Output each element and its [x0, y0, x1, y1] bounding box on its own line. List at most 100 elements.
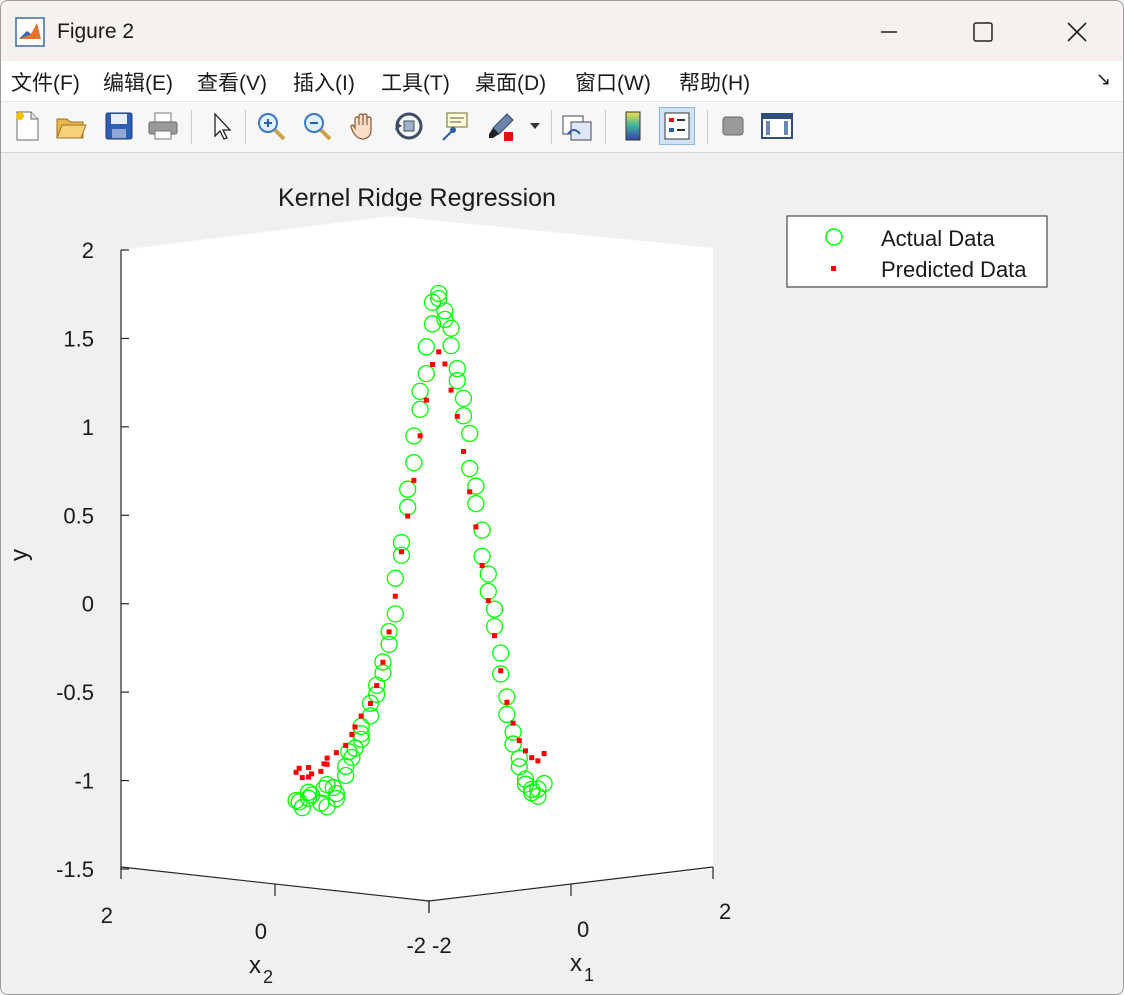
menu-insert[interactable]: 插入(I) [293, 72, 355, 95]
show-plot-tools-icon[interactable] [759, 107, 795, 145]
title-bar: Figure 2 [1, 1, 1123, 61]
zoom-out-icon[interactable] [299, 107, 335, 145]
x2-tick-label: 2 [101, 903, 113, 928]
predicted-data-point [333, 750, 339, 756]
menu-overflow-arrow-icon[interactable]: ↘ [1095, 69, 1111, 89]
predicted-data-point [436, 349, 442, 355]
menu-view[interactable]: 查看(V) [197, 72, 267, 95]
menu-window[interactable]: 窗口(W) [575, 72, 651, 95]
actual-data-point [529, 780, 547, 798]
predicted-data-point [417, 433, 423, 439]
predicted-data-point [343, 742, 349, 748]
actual-data-point [461, 424, 479, 443]
link-plot-icon[interactable] [559, 107, 595, 145]
actual-data-point [516, 775, 535, 793]
predicted-data-point [516, 738, 522, 744]
actual-data-point [346, 739, 364, 757]
actual-data-point [374, 664, 392, 682]
predicted-data-point [306, 765, 311, 771]
predicted-data-point [535, 758, 541, 764]
pan-hand-icon[interactable] [345, 107, 381, 145]
chart-title: Kernel Ridge Regression [278, 184, 556, 212]
new-figure-icon[interactable] [9, 107, 45, 145]
actual-data-point [315, 779, 333, 798]
plot-area[interactable]: 2 1.5 1 0.5 0 -0.5 -1 -1.5 2 0 -2 -2 0 2 Kernel Ridg… [1, 153, 1123, 994]
predicted-data-point [498, 668, 504, 674]
predicted-data-point [293, 769, 299, 775]
actual-data-point [386, 605, 404, 623]
legend[interactable]: Actual Data Predicted Data [786, 215, 1048, 288]
predicted-data-point [386, 629, 392, 635]
y-tick-label: 0.5 [63, 503, 94, 528]
colorbar-icon[interactable] [615, 107, 651, 145]
data-cursor-icon[interactable] [437, 107, 473, 145]
open-file-icon[interactable] [53, 107, 89, 145]
menu-file[interactable]: 文件(F) [11, 72, 80, 95]
predicted-data-point [309, 771, 315, 777]
predicted-data-point [430, 362, 435, 368]
actual-data-series [287, 284, 553, 817]
brush-icon[interactable] [485, 107, 521, 145]
menu-tools[interactable]: 工具(T) [381, 72, 450, 95]
menu-help[interactable]: 帮助(H) [679, 72, 751, 95]
predicted-data-point [442, 361, 448, 367]
actual-data-point [448, 359, 466, 378]
y-tick-label: 2 [82, 238, 94, 263]
y-tick-label: 1.5 [63, 326, 94, 351]
y-tick-label: -0.5 [56, 680, 94, 705]
legend-actual-label: Actual Data [881, 226, 995, 251]
predicted-data-point [392, 593, 398, 599]
toolbar-separator [707, 110, 708, 144]
rotate-3d-icon[interactable] [391, 107, 427, 145]
legend-box [786, 215, 1048, 288]
predicted-data-point [473, 524, 479, 530]
predicted-data-point [467, 489, 473, 495]
axes-background [121, 216, 713, 900]
figure-canvas: 2 1.5 1 0.5 0 -0.5 -1 -1.5 2 0 -2 -2 0 2 Kernel Ridg… [1, 153, 1123, 994]
matlab-logo-icon [15, 17, 45, 47]
predicted-data-point [299, 775, 305, 781]
maximize-button[interactable] [937, 9, 1029, 55]
predicted-data-point [423, 397, 429, 403]
menu-bar: 文件(F) 编辑(E) 查看(V) 插入(I) 工具(T) 桌面(D) 窗口(W… [1, 61, 1123, 102]
minimize-button[interactable] [843, 9, 935, 55]
predicted-data-point [411, 477, 417, 483]
legend-predicted-marker [831, 266, 836, 271]
actual-data-point [392, 546, 411, 564]
x1-label-base: x [570, 950, 582, 977]
x2-label-sub: 2 [263, 967, 273, 987]
actual-data-point [299, 789, 318, 807]
actual-data-point [405, 454, 423, 472]
legend-icon[interactable] [659, 107, 695, 145]
brush-dropdown-icon[interactable] [525, 107, 545, 145]
predicted-data-point [399, 549, 404, 555]
actual-data-point [504, 735, 522, 753]
menu-desktop[interactable]: 桌面(D) [475, 72, 547, 95]
zoom-in-icon[interactable] [253, 107, 289, 145]
actual-data-point [498, 688, 516, 706]
hide-plot-tools-icon[interactable] [715, 107, 751, 145]
select-pointer-icon[interactable] [203, 107, 239, 145]
legend-actual-marker [825, 228, 843, 246]
minimize-icon [881, 31, 897, 33]
y-tick-label: 1 [82, 415, 94, 440]
actual-data-point [380, 622, 398, 641]
x1-tick-label: 2 [719, 899, 731, 924]
toolbar-separator [605, 110, 606, 144]
actual-data-point [479, 565, 497, 583]
legend-predicted-label: Predicted Data [881, 257, 1027, 282]
actual-data-point [399, 480, 417, 498]
x1-tick-label: 0 [577, 917, 589, 942]
actual-data-point [492, 665, 510, 683]
print-icon[interactable] [145, 107, 181, 145]
predicted-data-point [492, 633, 497, 639]
save-icon[interactable] [101, 107, 137, 145]
toolbar-separator [551, 110, 552, 144]
predicted-data-point [485, 598, 491, 604]
actual-data-point [473, 521, 491, 539]
actual-data-point [417, 364, 435, 383]
close-button[interactable] [1031, 9, 1123, 55]
menu-edit[interactable]: 编辑(E) [103, 72, 173, 95]
predicted-data-point [358, 713, 364, 719]
predicted-data-point [321, 761, 327, 767]
